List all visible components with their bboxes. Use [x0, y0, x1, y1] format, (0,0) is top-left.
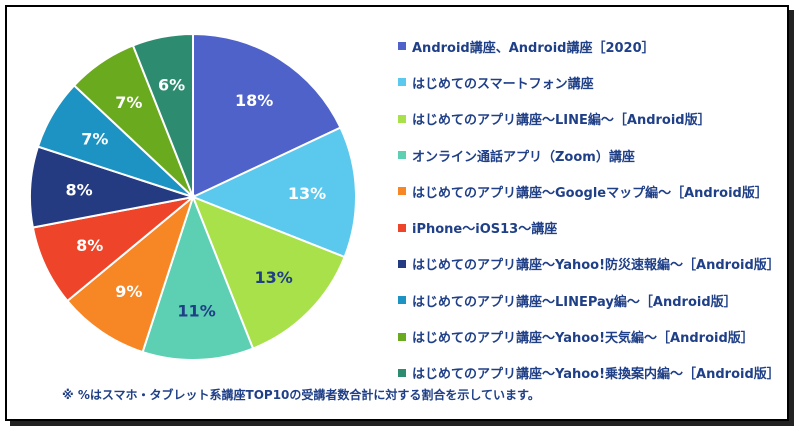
pie-slice	[190, 126, 357, 259]
legend-item: オンライン通話アプリ（Zoom）講座	[398, 137, 788, 173]
legend-item: はじめてのアプリ講座～LINE編～［Android版］	[398, 101, 788, 137]
legend-swatch	[398, 296, 406, 305]
legend-label: はじめてのアプリ講座～LINEPay編～［Android版］	[412, 294, 737, 310]
legend-label: Android講座、Android講座［2020］	[412, 40, 655, 56]
legend-swatch	[398, 151, 406, 160]
pie-slice	[191, 195, 346, 350]
legend-label: はじめてのアプリ講座～Yahoo!天気編～［Android版］	[412, 331, 754, 347]
legend-item: はじめてのアプリ講座～Googleマップ編～［Android版］	[398, 173, 788, 209]
legend-label: はじめてのアプリ講座～LINE編～［Android版］	[412, 113, 711, 129]
pie-slice	[131, 32, 194, 198]
slice-label: 11%	[177, 302, 215, 321]
slice-label: 8%	[66, 180, 93, 199]
slice-label: 18%	[235, 91, 273, 110]
legend-swatch	[398, 114, 406, 123]
slice-label: 7%	[115, 93, 142, 112]
legend-swatch	[398, 187, 406, 196]
pie-slice	[65, 194, 196, 354]
footnote: ※ %はスマホ・タブレット系講座TOP10の受講者数合計に対する割合を示していま…	[62, 388, 540, 402]
legend-label: はじめてのアプリ講座～Yahoo!乗換案内編～［Android版］	[412, 367, 780, 383]
slice-label: 6%	[158, 75, 185, 94]
legend-label: はじめてのアプリ講座～Yahoo!防災速報編～［Android版］	[412, 258, 780, 274]
slice-label: 7%	[81, 129, 108, 148]
legend-swatch	[398, 332, 406, 341]
pie-chart: 18% 13% 13% 11% 9% 8% 8% 7% 7% 6%	[29, 32, 357, 361]
legend-item: iPhone～iOS13～講座	[398, 209, 788, 245]
legend-label: オンライン通話アプリ（Zoom）講座	[412, 149, 635, 165]
pie-slice	[192, 32, 342, 199]
legend-item: はじめてのアプリ講座～LINEPay編～［Android版］	[398, 282, 788, 318]
legend-swatch	[398, 42, 406, 51]
legend-swatch	[398, 259, 406, 268]
legend-item: はじめてのアプリ講座～Yahoo!天気編～［Android版］	[398, 318, 788, 354]
legend-label: はじめてのスマートフォン講座	[412, 76, 594, 92]
legend-label: はじめてのアプリ講座～Googleマップ編～［Android版］	[412, 185, 768, 201]
legend-swatch	[398, 223, 406, 232]
pie-slice	[141, 194, 255, 361]
legend-item: はじめてのアプリ講座～Yahoo!乗換案内編～［Android版］	[398, 355, 788, 391]
legend-swatch	[398, 78, 406, 87]
slice-label: 9%	[115, 282, 142, 301]
legend-item: はじめてのスマートフォン講座	[398, 64, 788, 100]
legend-label: iPhone～iOS13～講座	[412, 222, 558, 238]
slice-label: 8%	[76, 236, 103, 255]
legend: Android講座、Android講座［2020］ はじめてのスマートフォン講座…	[398, 28, 788, 391]
slice-label: 13%	[288, 184, 326, 203]
legend-item: はじめてのアプリ講座～Yahoo!防災速報編～［Android版］	[398, 246, 788, 282]
slice-label: 13%	[255, 268, 293, 287]
legend-swatch	[398, 368, 406, 377]
legend-item: Android講座、Android講座［2020］	[398, 28, 788, 64]
